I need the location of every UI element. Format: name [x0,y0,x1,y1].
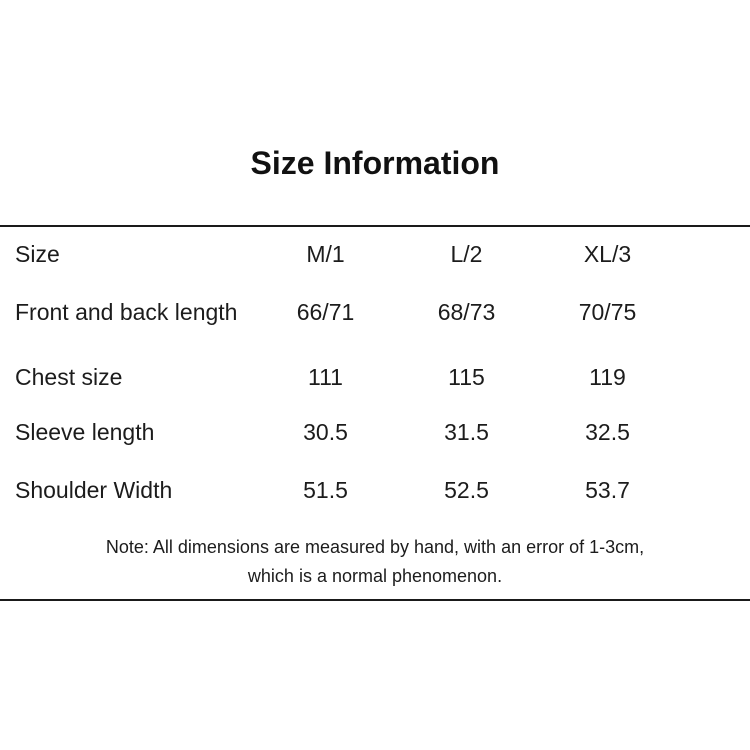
row-label: Chest size [15,363,123,390]
note-line-1: Note: All dimensions are measured by han… [105,537,645,557]
measurement-cell: 119 [589,363,626,390]
row-label: Front and back length [15,298,238,325]
size-cell: XL/3 [583,240,632,267]
size-cell: L/2 [450,240,483,267]
measurement-cell: 32.5 [585,418,630,445]
page-title: Size Information [250,145,500,181]
measurement-cell: 115 [448,363,485,390]
table-header-row: Size M/1 L/2 XL/3 [0,229,750,279]
measurement-cell: 66/71 [296,298,355,325]
row-label: Size [15,240,60,267]
note-line-2: which is a normal phenomenon. [247,566,503,586]
table-row: Sleeve length 30.5 31.5 32.5 [0,407,750,457]
measurement-cell: 53.7 [585,476,630,503]
table-row: Shoulder Width 51.5 52.5 53.7 [0,465,750,515]
measurement-cell: 31.5 [444,418,489,445]
measurement-cell: 111 [308,363,343,390]
measurement-cell: 52.5 [444,476,489,503]
measurement-cell: 68/73 [437,298,496,325]
divider-bottom [0,599,750,601]
row-label: Sleeve length [15,418,155,445]
row-label: Shoulder Width [15,476,173,503]
divider-top [0,225,750,227]
note-text: Note: All dimensions are measured by han… [0,533,750,591]
measurement-cell: 70/75 [578,298,637,325]
size-cell: M/1 [306,240,345,267]
table-row: Chest size 111 115 119 [0,352,750,402]
measurement-cell: 30.5 [303,418,348,445]
table-row: Front and back length 66/71 68/73 70/75 [0,287,750,337]
size-table: Size M/1 L/2 XL/3 Front and back length … [0,229,750,515]
measurement-cell: 51.5 [303,476,348,503]
